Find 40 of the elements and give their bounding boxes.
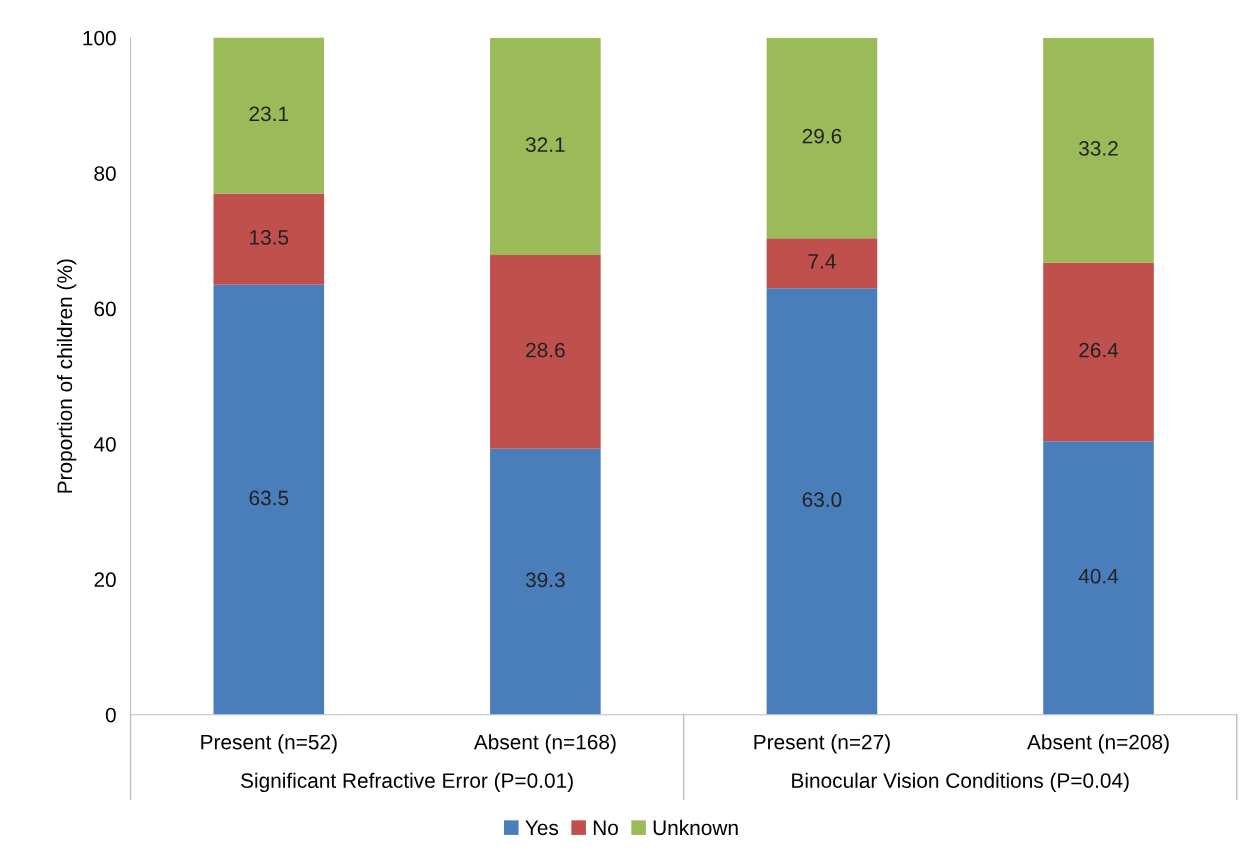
y-tick-label: 60	[94, 301, 116, 317]
bar	[1043, 37, 1154, 263]
data-label: 39.3	[525, 572, 565, 588]
x-tick-label: Absent (n=168)	[473, 734, 616, 754]
bar	[766, 238, 878, 289]
legend-label: Yes	[525, 820, 559, 836]
y-axis-title: Proportion of children (%)	[56, 259, 77, 493]
data-label: 13.5	[250, 229, 289, 245]
bar	[490, 448, 601, 715]
bar	[766, 288, 878, 715]
bar	[213, 37, 325, 194]
legend-label: No	[593, 820, 618, 836]
data-label: 23.1	[249, 106, 289, 122]
y-tick-label: 0	[105, 707, 116, 723]
bar	[490, 255, 601, 449]
text: Binocular Vision Conditions (P=0.04)	[792, 772, 1129, 793]
bar	[766, 37, 878, 239]
y-tick-label: 40	[93, 436, 116, 452]
legend-label: Unknown	[653, 819, 738, 836]
data-label: 33.2	[1079, 140, 1118, 156]
data-label: 29.6	[802, 128, 842, 144]
data-label: 63.0	[802, 492, 842, 508]
x-tick-label: Present (n=27)	[754, 734, 890, 754]
y-tick-label: 80	[94, 166, 116, 181]
text: Significant Refractive Error (P=0.01)	[241, 772, 573, 793]
bar	[213, 284, 325, 715]
data-label: 40.4	[1078, 568, 1119, 584]
data-label: 32.1	[525, 137, 565, 152]
y-tick-label: 20	[94, 572, 116, 588]
data-label: 63.5	[249, 490, 289, 506]
data-label: 7.4	[808, 254, 836, 269]
bar	[490, 37, 601, 256]
x-tick-label: Present (n=52)	[201, 734, 337, 754]
y-tick-label: 100	[83, 30, 116, 46]
data-label: 28.6	[526, 342, 565, 358]
data-label: 26.4	[1079, 342, 1119, 358]
bar	[213, 193, 325, 285]
x-tick-label: Absent (n=208)	[1027, 734, 1169, 754]
bar	[1043, 441, 1154, 715]
bar	[1043, 262, 1154, 442]
